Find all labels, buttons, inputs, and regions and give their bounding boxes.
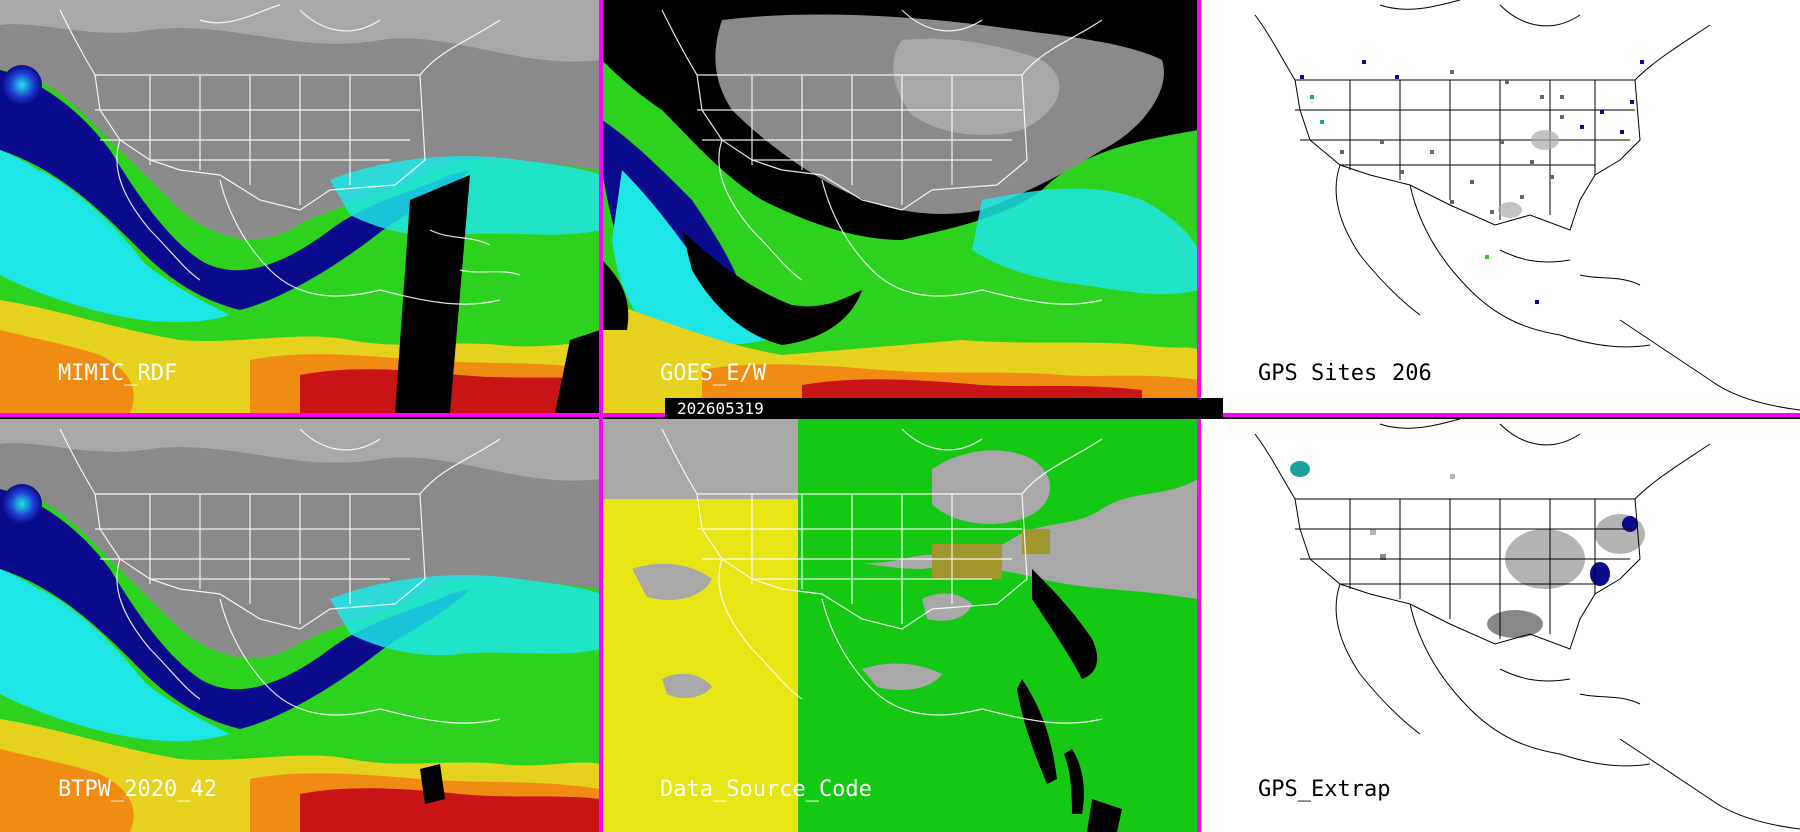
panel-goes-ew: GOES_E/W (602, 0, 1198, 413)
gps-site-markers (1300, 60, 1644, 304)
panel-btpw: BTPW_2020_42 (0, 419, 600, 832)
data-source-map (602, 419, 1198, 832)
panel-gps-sites: GPS Sites 206 (1200, 0, 1800, 413)
panel-gps-extrap: GPS_Extrap (1200, 419, 1800, 832)
tpw-map-goes (602, 0, 1198, 413)
tpw-map-btpw (0, 419, 600, 832)
panel-mimic-rdf: MIMIC_RDF (0, 0, 600, 413)
gps-sites-map (1254, 0, 1800, 411)
timestamp-label: 202605319 (677, 399, 764, 418)
gps-extrap-map (1254, 419, 1800, 830)
panel-label-goes-ew: GOES_E/W (660, 361, 766, 386)
panel-data-source-code: Data_Source_Code (602, 419, 1198, 832)
panel-label-mimic-rdf: MIMIC_RDF (58, 361, 178, 386)
tpw-map-mimic (0, 0, 600, 413)
timestamp-bar (665, 398, 1223, 419)
panel-label-gps-extrap: GPS_Extrap (1258, 777, 1391, 802)
panel-label-data-source-code: Data_Source_Code (660, 777, 872, 802)
gps-site-count: 206 (1392, 361, 1432, 386)
panel-label-btpw: BTPW_2020_42 (58, 777, 217, 802)
panel-label-gps-sites: GPS Sites (1258, 361, 1378, 386)
